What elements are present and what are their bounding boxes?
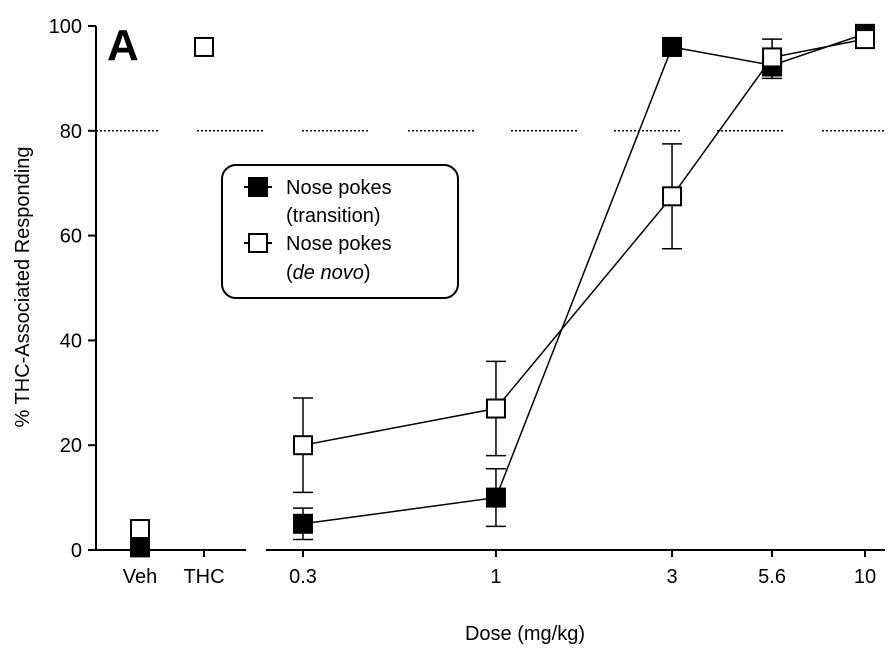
legend-label-de-novo-line2: (de novo): [286, 262, 371, 284]
marker-de-novo-veh: [130, 519, 150, 540]
marker-de-novo-thc: [194, 36, 214, 57]
marker-de-novo-dose-0: [293, 435, 313, 456]
x-axis-title: Dose (mg/kg): [465, 623, 585, 645]
legend-label-de-novo-line1: Nose pokes: [286, 233, 392, 255]
marker-transition-dose-0: [293, 513, 313, 534]
legend-box: [221, 164, 459, 299]
y-tick-label-100: 100: [49, 16, 82, 38]
marker-de-novo-dose-4: [855, 29, 875, 50]
y-tick-label-20: 20: [60, 435, 82, 457]
panel-letter: A: [107, 21, 139, 70]
ticks-layer: 0 20 40 60 80 100 Veh THC 0.3 1 3 5.6 10: [49, 16, 877, 588]
legend-de-novo-italic: de novo: [293, 262, 364, 284]
marker-de-novo-dose-2: [662, 186, 683, 207]
y-tick-label-0: 0: [71, 540, 82, 562]
x-tick-label-thc: THC: [183, 566, 224, 588]
x-tick-label-dose-2: 3: [666, 566, 677, 588]
y-tick-label-60: 60: [60, 226, 82, 248]
y-tick-label-80: 80: [60, 121, 82, 143]
x-tick-label-dose-3: 5.6: [758, 566, 786, 588]
axes-layer: [95, 26, 885, 551]
markers-layer: [130, 23, 875, 558]
x-tick-label-dose-0: 0.3: [289, 566, 317, 588]
legend: Nose pokes (transition) Nose pokes (de n…: [221, 164, 459, 299]
x-tick-label-dose-1: 1: [490, 566, 501, 588]
marker-de-novo-dose-3: [762, 47, 783, 68]
legend-label-transition-line1: Nose pokes: [286, 177, 392, 199]
marker-transition-veh: [130, 537, 150, 558]
marker-transition-dose-1: [485, 487, 506, 508]
marker-de-novo-dose-1: [485, 398, 506, 419]
y-tick-label-40: 40: [60, 330, 82, 352]
x-tick-label-dose-4: 10: [854, 566, 876, 588]
legend-swatch-open-square: [248, 233, 268, 253]
y-axis-title: % THC-Associated Responding: [12, 147, 34, 428]
legend-swatch-filled-square: [248, 177, 268, 197]
marker-transition-dose-2: [662, 36, 683, 57]
legend-paren-close: ): [364, 262, 371, 284]
x-tick-label-veh: Veh: [123, 566, 157, 588]
legend-paren-open: (: [286, 262, 293, 284]
legend-label-transition-line2: (transition): [286, 205, 380, 227]
